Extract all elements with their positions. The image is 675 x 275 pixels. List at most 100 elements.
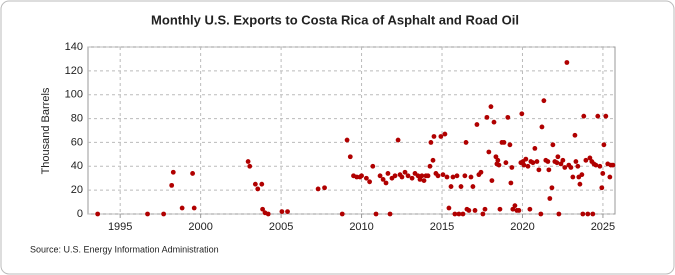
point [573, 159, 579, 164]
y-tick-label: 140 [65, 41, 83, 53]
point [546, 167, 552, 173]
point [425, 173, 431, 179]
point [279, 209, 285, 215]
point [570, 174, 576, 180]
point [421, 178, 427, 184]
point [597, 163, 603, 169]
point [510, 206, 516, 212]
point [179, 205, 185, 211]
point [550, 142, 556, 148]
point [468, 174, 474, 180]
point [466, 208, 472, 213]
point [402, 169, 408, 175]
point [442, 131, 448, 137]
point [245, 159, 251, 164]
point [247, 163, 253, 169]
x-tick-label: 2010 [349, 221, 373, 233]
point [419, 173, 425, 179]
point [363, 175, 369, 181]
point [478, 169, 484, 175]
point [579, 172, 585, 178]
point [190, 171, 195, 176]
point [456, 211, 462, 217]
point [255, 186, 261, 192]
point [450, 174, 456, 180]
point [344, 137, 350, 143]
point [581, 113, 587, 119]
x-tick-label: 2025 [591, 221, 615, 233]
point [395, 137, 401, 143]
point [435, 173, 441, 179]
y-tick-label: 40 [71, 160, 83, 172]
point [452, 211, 458, 217]
x-tick-label: 1995 [108, 221, 132, 233]
point [373, 211, 379, 217]
point [523, 156, 529, 162]
point [399, 174, 405, 180]
point [512, 203, 518, 209]
point [555, 154, 561, 160]
y-tick-label: 60 [71, 136, 83, 148]
point [489, 178, 495, 184]
point [575, 163, 581, 169]
point [497, 206, 503, 212]
point [377, 173, 383, 179]
point [556, 211, 562, 217]
point [495, 157, 501, 163]
y-tick-label: 120 [65, 65, 83, 77]
x-tick-label: 2020 [510, 221, 534, 233]
y-tick-label: 20 [71, 184, 83, 196]
point [482, 206, 488, 212]
point [599, 185, 605, 191]
x-tick-label: 2005 [269, 221, 293, 233]
point [370, 163, 376, 169]
point [315, 186, 321, 192]
point [554, 160, 560, 166]
point [191, 205, 197, 211]
point [431, 134, 437, 139]
point [590, 211, 596, 217]
point [169, 182, 175, 188]
point [607, 174, 613, 180]
point [545, 159, 551, 164]
point [252, 181, 258, 187]
point [470, 184, 476, 189]
point [486, 149, 492, 155]
point [593, 162, 599, 168]
point [491, 119, 497, 125]
point [562, 165, 568, 170]
point [383, 180, 389, 186]
point [458, 184, 464, 189]
point [501, 140, 507, 145]
point [595, 113, 601, 119]
point [322, 185, 327, 191]
point [405, 173, 411, 179]
point [260, 206, 265, 212]
point [536, 167, 542, 173]
point [392, 173, 398, 179]
point [493, 154, 499, 160]
point [519, 111, 525, 117]
point [509, 165, 515, 170]
point [480, 211, 486, 217]
point [145, 211, 150, 217]
y-tick-label: 80 [71, 112, 83, 124]
point [577, 181, 583, 187]
x-tick-label: 2015 [430, 221, 454, 233]
point [572, 132, 578, 138]
point [484, 114, 490, 120]
point [438, 134, 444, 139]
y-axis-label: Thousand Barrels [40, 87, 52, 174]
point [527, 206, 533, 212]
point [460, 211, 466, 217]
point [387, 211, 393, 217]
point [170, 169, 176, 175]
point [525, 163, 531, 169]
point [367, 179, 373, 185]
chart-title: Monthly U.S. Exports to Costa Rica of As… [151, 12, 519, 27]
point [496, 162, 502, 168]
point [417, 177, 423, 182]
point [463, 140, 469, 145]
